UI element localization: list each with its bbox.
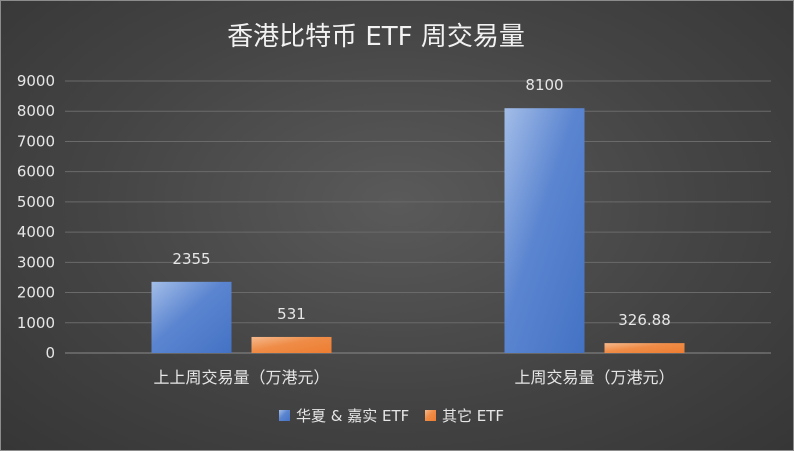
chart-title: 香港比特币 ETF 周交易量 — [227, 22, 525, 52]
legend-swatch — [279, 410, 290, 421]
legend-label: 其它 ETF — [442, 407, 504, 425]
y-tick-label: 1000 — [17, 314, 55, 332]
legend-label: 华夏 & 嘉实 ETF — [296, 407, 409, 425]
data-label: 531 — [277, 305, 306, 323]
y-tick-label: 0 — [45, 344, 55, 362]
x-axis-categories: 上上周交易量（万港元） 上周交易量（万港元） — [153, 368, 674, 387]
y-axis-ticks: 0 1000 2000 3000 4000 5000 6000 7000 8000 9000 — [17, 72, 55, 362]
bar-series2-1 — [251, 336, 332, 353]
legend: 华夏 & 嘉实 ETF 其它 ETF — [279, 407, 504, 425]
data-label: 8100 — [525, 76, 563, 94]
y-tick-label: 4000 — [17, 223, 55, 241]
y-tick-label: 9000 — [17, 72, 55, 90]
y-tick-label: 3000 — [17, 253, 55, 271]
data-label: 326.88 — [618, 311, 671, 329]
x-category-label: 上周交易量（万港元） — [514, 368, 674, 387]
data-labels: 2355 531 8100 326.88 — [172, 76, 670, 329]
y-tick-label: 2000 — [17, 284, 55, 302]
x-category-label: 上上周交易量（万港元） — [153, 368, 329, 387]
data-label: 2355 — [172, 250, 210, 268]
bar-series1-2 — [504, 108, 585, 353]
bars — [151, 108, 685, 353]
y-tick-label: 5000 — [17, 193, 55, 211]
legend-swatch — [425, 410, 436, 421]
y-tick-label: 8000 — [17, 102, 55, 120]
y-tick-label: 7000 — [17, 132, 55, 150]
bar-series2-2 — [604, 343, 685, 353]
bar-series1-1 — [151, 281, 232, 353]
y-tick-label: 6000 — [17, 163, 55, 181]
